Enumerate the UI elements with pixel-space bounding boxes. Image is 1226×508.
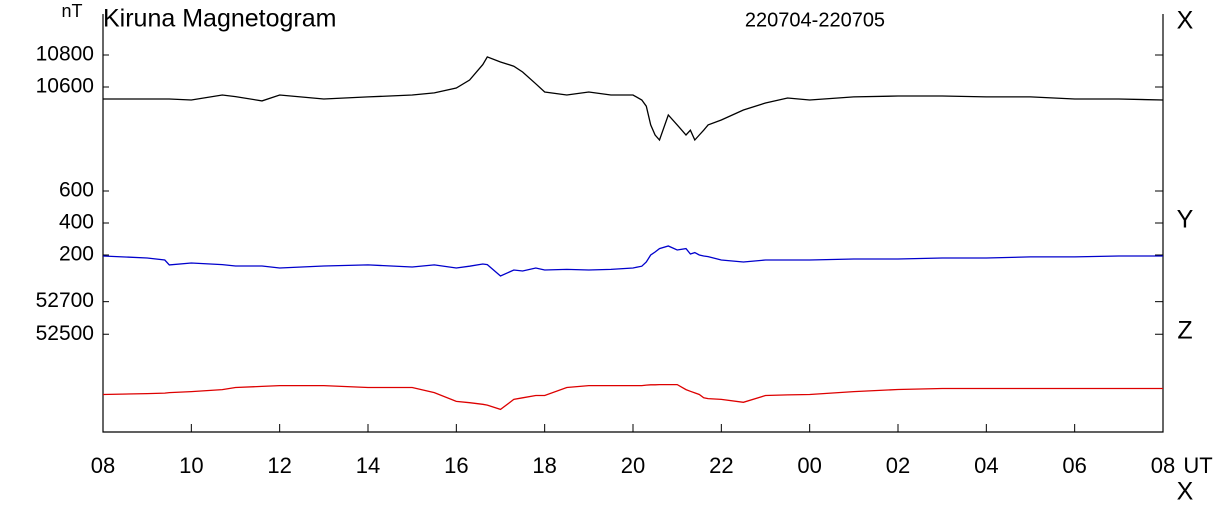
series-line — [102, 383, 1163, 411]
y-tick-label: 400 — [59, 211, 94, 234]
x-tick-label: 08 — [91, 453, 115, 478]
x-tick-label: 22 — [709, 453, 733, 478]
x-tick-label: 14 — [356, 453, 380, 478]
x-tick-label: 08 — [1151, 453, 1175, 478]
x-tick-label: 20 — [621, 453, 645, 478]
x-tick-label: 04 — [974, 453, 998, 478]
y-tick-label: 10600 — [36, 75, 94, 98]
x-tick-label: 10 — [179, 453, 203, 478]
series-line — [103, 56, 1164, 142]
x-unit: UT — [1183, 453, 1212, 478]
x-tick-label: 06 — [1062, 453, 1086, 478]
series-name: Z — [1177, 316, 1192, 344]
y-tick-label: 200 — [59, 243, 94, 266]
x-tick-label: 12 — [267, 453, 291, 478]
y-tick-label: 52500 — [36, 322, 94, 345]
x-tick-label: 16 — [444, 453, 468, 478]
series-line — [102, 245, 1163, 277]
y-tick-label: 600 — [59, 179, 94, 202]
series-name: X — [1177, 7, 1194, 35]
x-tick-label: 00 — [797, 453, 821, 478]
y-tick-label: 10800 — [36, 43, 94, 66]
x-label: X — [1177, 478, 1194, 506]
plot-frame — [102, 14, 1164, 433]
x-tick-label: 18 — [532, 453, 556, 478]
series-name: Y — [1177, 206, 1194, 234]
y-unit: nT — [61, 1, 82, 21]
chart-title: Kiruna Magnetogram — [103, 5, 336, 33]
y-tick-label: 52700 — [36, 289, 94, 312]
chart-subtitle: 220704-220705 — [745, 9, 885, 31]
x-tick-label: 02 — [886, 453, 910, 478]
